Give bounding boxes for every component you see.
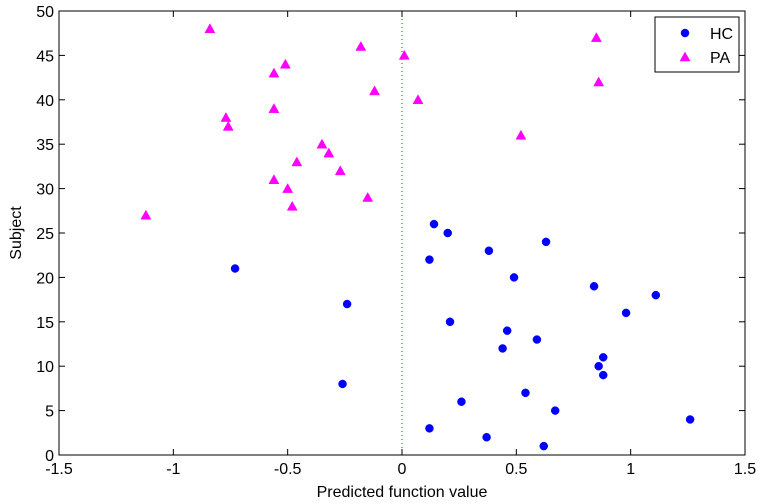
pa-point [282, 183, 294, 193]
pa-point [362, 191, 374, 202]
hc-point [651, 290, 661, 300]
y-tick-label: 40 [36, 93, 54, 110]
pa-point [355, 41, 367, 51]
pa-point [316, 138, 328, 149]
pa-point [323, 147, 335, 158]
hc-point [425, 424, 434, 433]
pa-point [593, 76, 605, 87]
hc-point [598, 353, 608, 362]
hc-point [342, 299, 352, 309]
hc-point [425, 255, 434, 264]
hc-point [594, 361, 603, 371]
hc-point [498, 344, 507, 353]
y-tick-label: 25 [36, 226, 54, 243]
legend-marker-hc [680, 28, 690, 38]
pa-point [412, 94, 424, 105]
x-tick-label: -1.5 [45, 461, 73, 478]
pa-point [369, 85, 380, 96]
hc-point [541, 237, 551, 247]
x-tick-label: 1.5 [734, 461, 756, 478]
y-tick-label: 45 [36, 48, 54, 65]
pa-point [220, 112, 232, 122]
plot-area [59, 11, 745, 455]
legend-marker-pa [679, 51, 691, 62]
hc-point [532, 335, 542, 344]
legend-label-pa: PA [710, 50, 730, 67]
y-tick-label: 10 [36, 359, 54, 376]
hc-point [685, 415, 695, 424]
hc-point [482, 432, 491, 442]
y-tick-label: 50 [36, 4, 54, 21]
hc-point [457, 397, 466, 406]
pa-point [590, 32, 602, 42]
hc-point [598, 370, 608, 380]
y-tick-label: 35 [36, 137, 54, 154]
pa-point [279, 58, 291, 69]
y-tick-label: 0 [45, 448, 54, 465]
hc-point [429, 219, 439, 229]
hc-point [443, 228, 452, 238]
hc-point [621, 308, 631, 318]
hc-point [484, 246, 494, 256]
hc-point [550, 406, 560, 415]
x-tick-label: 0 [398, 461, 407, 478]
plot-frame [58, 10, 746, 456]
hc-point [539, 441, 549, 451]
pa-point [140, 209, 152, 220]
y-tick-label: 30 [36, 182, 54, 199]
y-tick-label: 5 [45, 404, 54, 421]
pa-point [268, 174, 280, 184]
hc-point [509, 273, 519, 282]
legend-box [654, 16, 740, 73]
hc-point [338, 379, 347, 389]
legend: HC PA [654, 16, 740, 73]
hc-point [589, 282, 599, 291]
pa-point [398, 49, 410, 60]
x-tick-label: 1 [626, 461, 635, 478]
pa-point [286, 200, 298, 211]
pa-point [334, 165, 346, 176]
legend-label-hc: HC [710, 26, 733, 43]
hc-point [502, 326, 512, 335]
pa-point [515, 129, 527, 140]
pa-point [291, 156, 303, 167]
hc-point [445, 317, 455, 327]
pa-point [268, 67, 280, 78]
pa-point [268, 103, 280, 113]
x-tick-label: -1 [166, 461, 180, 478]
hc-point [230, 264, 240, 273]
pa-point [222, 120, 234, 131]
x-tick-label: 0.5 [505, 461, 527, 478]
y-tick-label: 20 [36, 270, 54, 287]
hc-point [521, 388, 530, 398]
x-axis-label: Predicted function value [317, 484, 488, 501]
pa-point [204, 23, 216, 34]
y-axis-label: Subject [8, 206, 25, 260]
y-tick-label: 15 [36, 315, 54, 332]
x-tick-label: -0.5 [274, 461, 302, 478]
